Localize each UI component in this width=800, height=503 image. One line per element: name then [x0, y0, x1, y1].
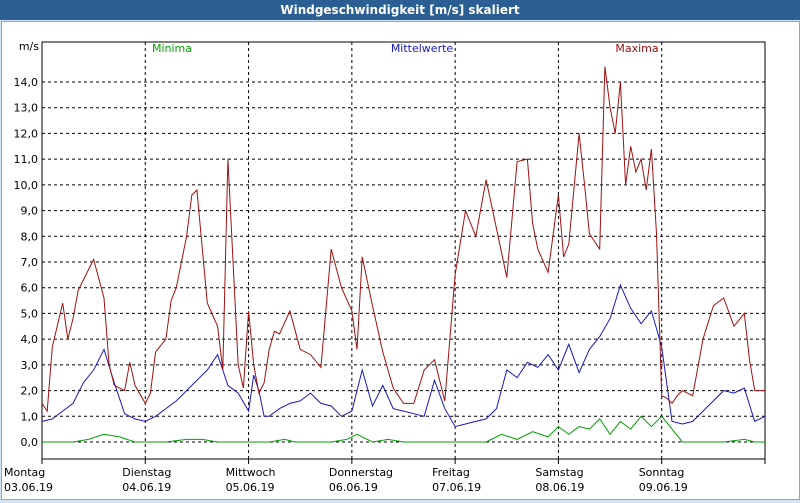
y-tick-label: 8,0 — [21, 230, 39, 243]
x-tick-weekday: Freitag — [432, 466, 470, 479]
x-tick-weekday: Montag — [4, 466, 45, 479]
plot-area — [41, 41, 766, 460]
x-tick-date: 04.06.19 — [122, 481, 171, 494]
x-tick-weekday: Sonntag — [639, 466, 685, 479]
x-tick-weekday: Samstag — [535, 466, 583, 479]
x-tick-weekday: Donnerstag — [329, 466, 393, 479]
chart-panel: 0,0 1,0 2,0 3,0 4,0 5,0 6,0 7,0 8,0 9,0 10,0 11,0 12… — [1, 21, 800, 500]
y-tick-label: 10,0 — [14, 179, 39, 192]
series-line-maxima — [41, 66, 765, 413]
y-tick-label: 1,0 — [21, 410, 39, 423]
y-tick-label: 9,0 — [21, 205, 39, 218]
x-tick-date: 08.06.19 — [535, 481, 584, 494]
y-tick-label: 5,0 — [21, 307, 39, 320]
series-line-minima — [42, 415, 765, 443]
y-axis-label: m/s — [19, 40, 39, 53]
y-tick-label: 14,0 — [14, 76, 39, 89]
x-tick-date: 05.06.19 — [226, 481, 275, 494]
x-tick-weekday: Mittwoch — [226, 466, 276, 479]
y-tick-label: 2,0 — [21, 385, 39, 398]
wind-speed-chart: 0,0 1,0 2,0 3,0 4,0 5,0 6,0 7,0 8,0 9,0 10,0 11,0 12… — [4, 40, 766, 494]
legend-maxima: Maxima — [615, 42, 658, 55]
window-title: Windgeschwindigkeit [m/s] skaliert — [0, 0, 800, 20]
legend-minima: Minima — [152, 42, 192, 55]
y-tick-label: 11,0 — [14, 153, 39, 166]
y-tick-label: 0,0 — [21, 436, 39, 449]
x-tick-date: 09.06.19 — [639, 481, 688, 494]
x-tick-date: 07.06.19 — [432, 481, 481, 494]
legend-mittelwerte: Mittelwerte — [391, 42, 454, 55]
y-tick-label: 13,0 — [14, 102, 39, 115]
y-tick-label: 3,0 — [21, 359, 39, 372]
x-tick-weekday: Dienstag — [122, 466, 171, 479]
y-tick-label: 6,0 — [21, 282, 39, 295]
series-line-mittelwerte — [41, 283, 766, 428]
x-tick-date: 06.06.19 — [329, 481, 378, 494]
y-tick-label: 12,0 — [14, 127, 39, 140]
y-tick-label: 7,0 — [21, 256, 39, 269]
x-tick-date: 03.06.19 — [4, 481, 53, 494]
y-tick-label: 4,0 — [21, 333, 39, 346]
